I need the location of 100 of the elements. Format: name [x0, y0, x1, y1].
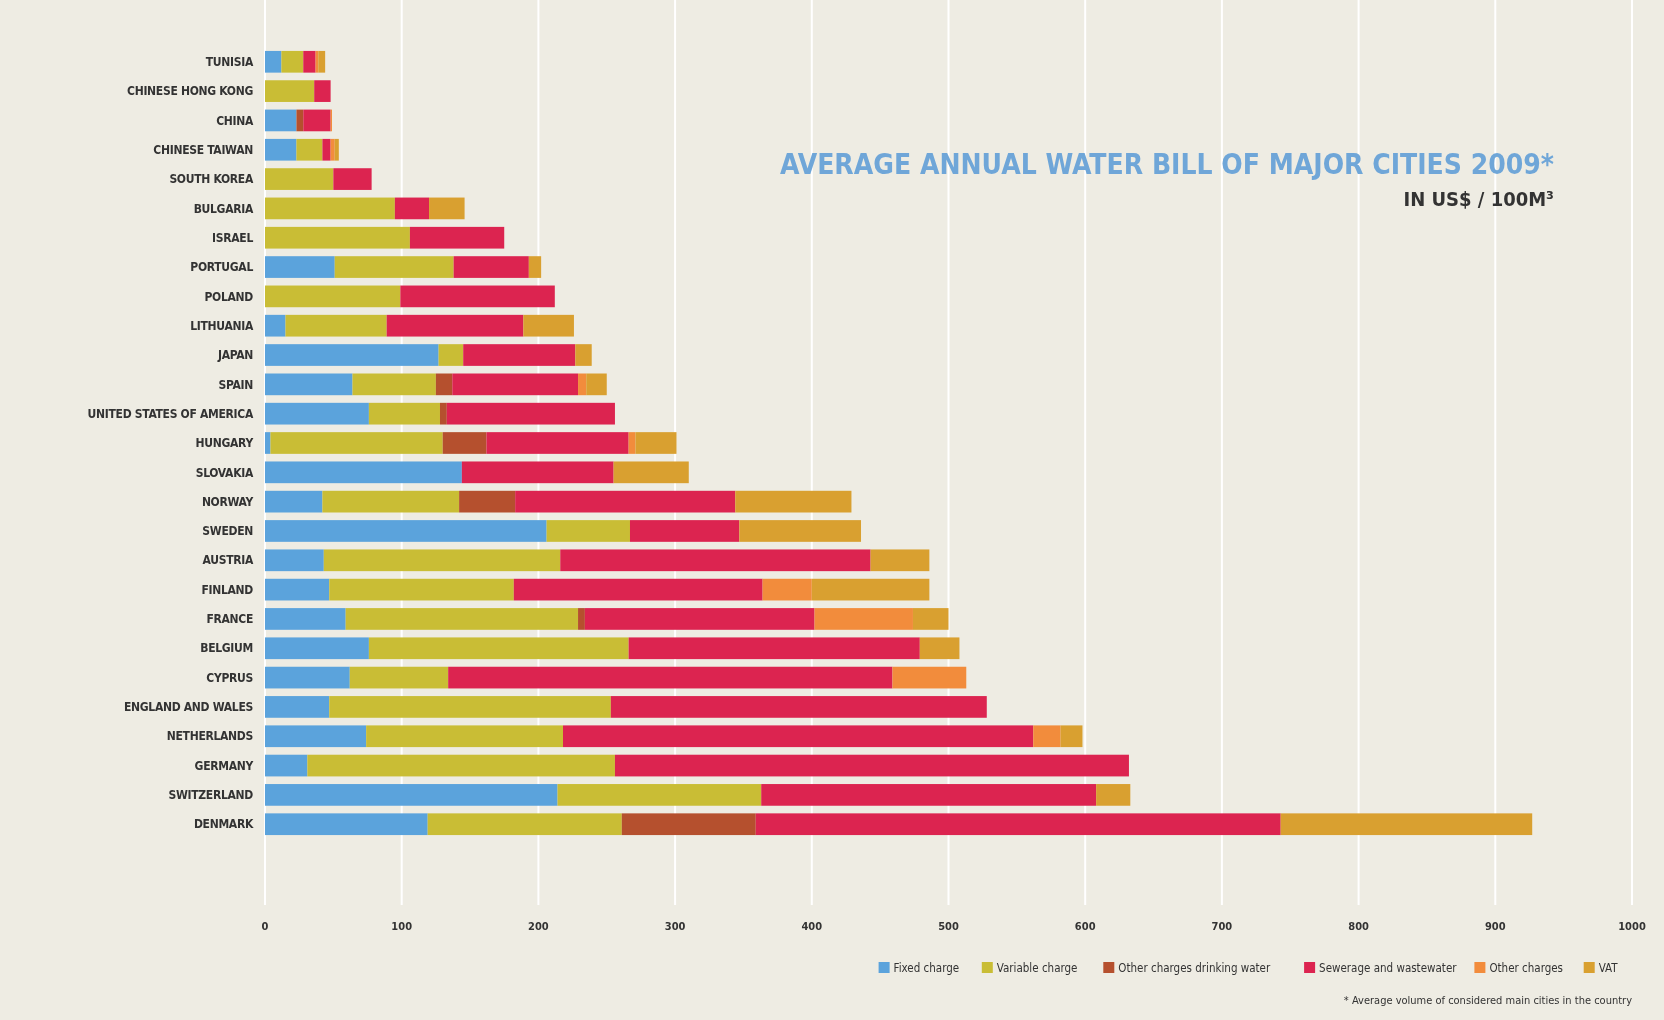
bar: [394, 197, 430, 220]
y-tick-label: PORTUGAL: [190, 260, 254, 275]
legend-label: VAT: [1598, 961, 1619, 975]
y-tick-label: POLAND: [204, 289, 254, 304]
bar: [628, 637, 920, 660]
bar: [409, 226, 505, 249]
bar: [515, 490, 736, 513]
bar: [265, 666, 350, 689]
bar: [265, 285, 401, 308]
x-tick-label: 100: [391, 920, 413, 933]
bar: [513, 578, 763, 601]
bar: [265, 608, 346, 630]
bar: [435, 373, 453, 396]
bar: [814, 608, 913, 630]
y-tick-label: SLOVAKIA: [195, 465, 254, 480]
bar: [459, 490, 516, 513]
y-tick-label: SPAIN: [218, 377, 254, 392]
bar: [265, 813, 428, 836]
y-tick-label: BULGARIA: [193, 201, 254, 216]
bar: [523, 314, 574, 337]
bar: [322, 490, 460, 513]
bar: [629, 520, 740, 542]
bar: [314, 80, 331, 102]
y-tick-label: NORWAY: [201, 494, 254, 509]
bar: [755, 813, 1281, 836]
y-tick-label: CHINA: [216, 113, 254, 128]
bar: [265, 80, 315, 102]
y-tick-label: UNITED STATES OF AMERICA: [87, 406, 254, 421]
y-tick-label: ENGLAND AND WALES: [123, 700, 253, 715]
y-tick-label: CYPRUS: [206, 670, 253, 685]
bar: [265, 549, 324, 572]
bar: [323, 549, 561, 572]
bar: [1096, 784, 1131, 806]
bar: [329, 578, 514, 601]
legend-label: Sewerage and wastewater: [1319, 961, 1458, 975]
bar: [870, 549, 930, 572]
bar: [442, 432, 487, 454]
text: IN US$ / 100M³: [1403, 187, 1554, 211]
x-tick-label: 200: [528, 920, 549, 933]
bar: [438, 344, 464, 366]
bar: [452, 373, 579, 396]
bar: [303, 50, 316, 73]
bar: [265, 373, 353, 396]
legend-label: Other charges drinking water: [1118, 961, 1271, 975]
x-tick-label: 400: [801, 920, 823, 933]
bar: [486, 432, 629, 454]
bar: [560, 549, 871, 572]
x-tick-label: 0: [261, 920, 269, 933]
bar: [739, 520, 862, 542]
bar: [584, 608, 815, 630]
bar: [265, 402, 369, 425]
bar: [281, 50, 304, 73]
bar: [366, 725, 564, 748]
bar: [270, 432, 443, 454]
bar: [1033, 725, 1061, 748]
bar: [307, 754, 615, 777]
x-tick-label: 300: [664, 920, 686, 933]
text: * Average volume of considered main cities in the country: [1343, 994, 1633, 1007]
bar: [330, 138, 335, 161]
y-tick-label: LITHUANIA: [190, 318, 254, 333]
bar: [463, 344, 576, 366]
y-tick-label: FRANCE: [206, 612, 253, 627]
bar: [892, 666, 967, 689]
y-tick-label: AUSTRIA: [202, 553, 254, 568]
bar: [368, 402, 440, 425]
bar: [265, 490, 323, 513]
bar: [265, 168, 334, 190]
bar: [265, 784, 558, 806]
y-tick-label: CHINESE HONG KONG: [127, 84, 254, 99]
legend-label: Other charges: [1489, 961, 1564, 975]
bar: [610, 696, 987, 718]
bar: [635, 432, 677, 454]
bar: [546, 520, 630, 542]
y-tick-label: DENMARK: [193, 817, 254, 832]
legend-label: Variable charge: [996, 961, 1078, 975]
bar: [265, 197, 395, 220]
bar: [735, 490, 852, 513]
y-tick-label: NETHERLANDS: [166, 729, 253, 744]
bar: [265, 50, 282, 73]
y-tick-label: HUNGARY: [195, 436, 254, 451]
bar: [265, 256, 335, 278]
bar: [265, 520, 547, 542]
bar: [265, 637, 369, 660]
bar: [614, 754, 1129, 777]
y-tick-label: ISRAEL: [212, 230, 254, 245]
bar: [461, 461, 614, 484]
bar: [811, 578, 930, 601]
bar: [400, 285, 555, 308]
bar: [386, 314, 524, 337]
bar: [563, 725, 1034, 748]
y-tick-label: GERMANY: [194, 758, 254, 773]
y-tick-label: CHINESE TAIWAN: [153, 142, 254, 157]
bar: [345, 608, 579, 630]
bar: [265, 344, 439, 366]
bar: [761, 784, 1097, 806]
legend-label: Fixed charge: [893, 961, 960, 975]
bar: [265, 109, 297, 132]
bar: [578, 373, 587, 396]
x-tick-label: 500: [938, 920, 959, 933]
bar: [265, 138, 297, 161]
